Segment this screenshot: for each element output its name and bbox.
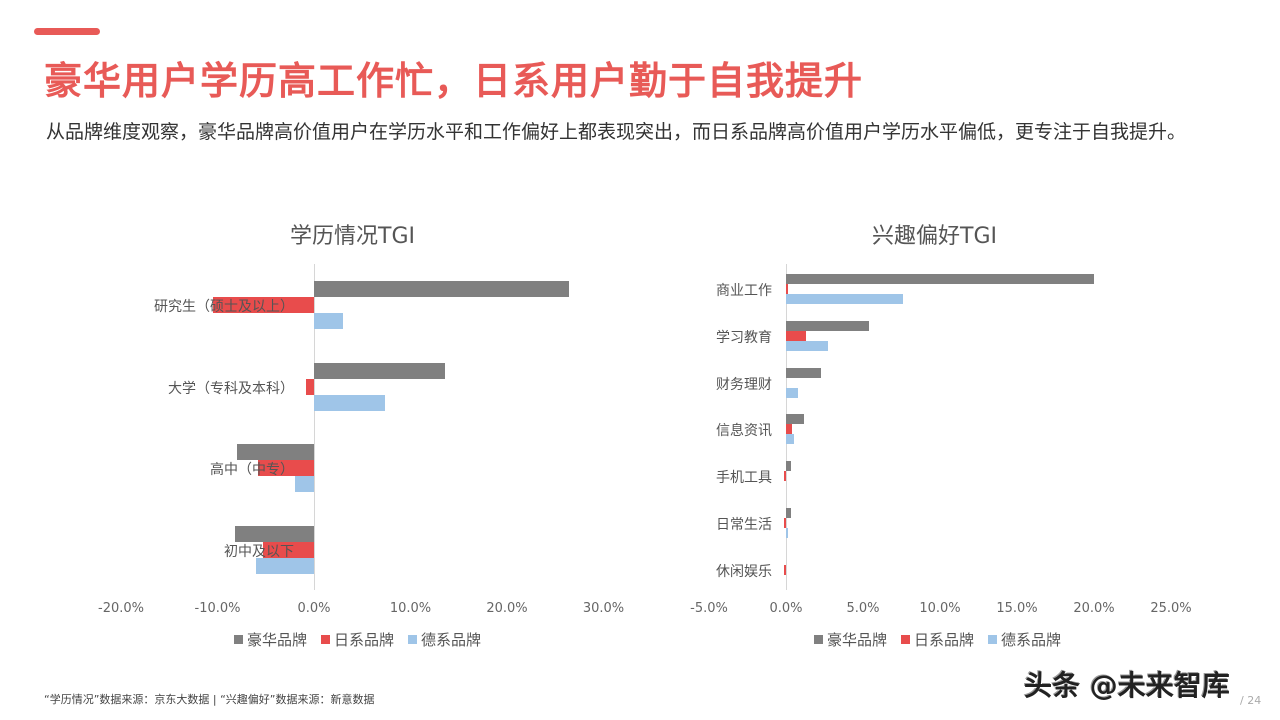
bar-0-2-2 (294, 476, 314, 492)
legend-swatch-icon (814, 635, 823, 644)
legend-item: 德系品牌 (408, 629, 481, 650)
x-tick-label: 10.0% (919, 601, 961, 616)
category-label: 日常生活 (716, 517, 772, 533)
page-number: / 24 (1240, 694, 1262, 707)
bar-1-1-1 (786, 330, 807, 341)
category-label: 休闲娱乐 (716, 563, 772, 580)
data-source-footer: “学历情况”数据来源：京东大数据 | “兴趣偏好”数据来源：新意数据 (44, 693, 375, 706)
page-subtitle: 从品牌维度观察，豪华品牌高价值用户在学历水平和工作偏好上都表现突出，而日系品牌高… (46, 121, 1187, 143)
bar-1-1-0 (786, 320, 870, 331)
bar-0-3-0 (234, 525, 314, 542)
category-label: 信息资讯 (716, 423, 772, 440)
watermark: 头条 @未来智库 (1024, 669, 1230, 702)
bar-0-3-2 (256, 557, 314, 574)
category-label: 初中及以下 (224, 543, 294, 560)
legend-swatch-icon (408, 635, 418, 644)
bar-0-2-1 (258, 460, 314, 476)
legend-item: 日系品牌 (321, 629, 394, 650)
x-tick-label: 0.0% (297, 601, 331, 616)
legend-item: 日系品牌 (901, 629, 974, 650)
legend-swatch-icon (988, 635, 998, 644)
legend-swatch-icon (321, 635, 331, 644)
bar-1-5-2 (786, 528, 788, 538)
legend-swatch-icon (234, 635, 243, 644)
legend-label: 德系品牌 (1001, 631, 1062, 649)
legend-label: 日系品牌 (334, 631, 395, 649)
x-tick-label: 5.0% (846, 601, 880, 616)
bar-0-1-0 (314, 362, 446, 379)
bar-1-4-0 (786, 461, 791, 472)
bar-0-1-2 (314, 394, 386, 411)
bar-1-3-1 (786, 424, 793, 435)
chart-title-education: 学历情况TGI (290, 224, 415, 249)
bar-0-0-2 (314, 313, 343, 329)
category-label: 高中（中专） (210, 462, 294, 478)
x-tick-label: 25.0% (1150, 601, 1192, 616)
legend-item: 豪华品牌 (234, 629, 307, 650)
chart-title-interest: 兴趣偏好TGI (872, 224, 997, 249)
bar-0-0-1 (212, 297, 314, 313)
category-label: 学习教育 (716, 329, 772, 346)
bar-0-3-1 (262, 541, 314, 558)
x-tick-label: -20.0% (98, 601, 144, 616)
page-title: 豪华用户学历高工作忙，日系用户勤于自我提升 (44, 59, 864, 103)
bar-1-5-1 (784, 518, 786, 528)
x-tick-label: 0.0% (769, 601, 803, 616)
legend-label: 豪华品牌 (247, 631, 308, 649)
bar-1-3-0 (786, 414, 805, 425)
legend-item: 豪华品牌 (814, 629, 887, 650)
bar-1-4-1 (784, 471, 786, 482)
x-tick-label: 10.0% (389, 601, 432, 616)
bar-0-1-1 (306, 378, 314, 395)
category-label: 财务理财 (716, 376, 772, 393)
bar-1-5-0 (786, 508, 791, 518)
category-label: 商业工作 (716, 283, 772, 299)
chart-legend: 豪华品牌 日系品牌 德系品牌 (234, 629, 481, 650)
legend-label: 豪华品牌 (827, 631, 888, 649)
x-tick-label: 20.0% (486, 601, 528, 616)
title-accent-bar (34, 28, 100, 35)
x-tick-label: 30.0% (582, 601, 625, 616)
legend-label: 日系品牌 (914, 631, 975, 649)
zero-axis-line (314, 264, 315, 590)
bar-1-0-0 (786, 274, 1094, 284)
bar-1-0-2 (786, 294, 904, 304)
bar-1-3-2 (786, 434, 794, 445)
bar-1-2-2 (786, 387, 799, 398)
legend-item: 德系品牌 (988, 629, 1061, 650)
bar-1-0-1 (786, 284, 788, 294)
bar-0-2-0 (236, 444, 314, 460)
category-label: 手机工具 (716, 470, 772, 487)
x-tick-label: -10.0% (194, 601, 241, 616)
bar-1-1-2 (786, 340, 828, 351)
chart-legend: 豪华品牌 日系品牌 德系品牌 (814, 629, 1061, 650)
category-label: 研究生（硕士及以上） (154, 299, 294, 315)
legend-swatch-icon (901, 635, 911, 644)
bar-0-0-0 (314, 281, 569, 297)
bar-1-2-0 (786, 367, 822, 378)
x-tick-label: -5.0% (690, 601, 728, 616)
legend-label: 德系品牌 (421, 631, 482, 649)
bar-1-6-1 (784, 564, 786, 575)
category-label: 大学（专科及本科） (168, 380, 294, 397)
x-tick-label: 20.0% (1073, 601, 1115, 616)
x-tick-label: 15.0% (996, 601, 1038, 616)
